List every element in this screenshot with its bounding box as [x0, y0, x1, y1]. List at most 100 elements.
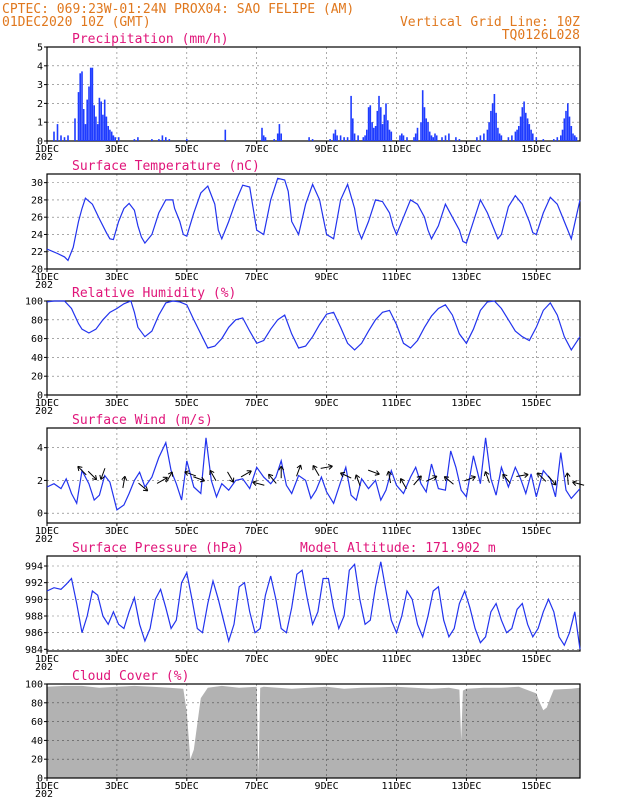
precip-bar	[572, 133, 574, 141]
cloud-xtick-cut: 202	[35, 789, 53, 800]
wind-arrow-head	[523, 472, 529, 478]
wind-arrow-head	[416, 475, 422, 481]
rh-xtick-label: 3DEC	[105, 398, 129, 409]
precip-bar	[526, 118, 529, 141]
precip-bar	[553, 139, 555, 141]
precip-bar	[448, 133, 450, 141]
precip-bar	[60, 135, 62, 141]
cloud-frame	[46, 683, 581, 779]
header-station: CPTEC: 069:23W-01:24N PROX04: SAO FELIPE…	[2, 2, 354, 17]
precip-title: Precipitation (mm/h)	[72, 32, 229, 47]
wind-arrow-shaft	[566, 473, 569, 485]
wind-xtick-label: 15DEC	[521, 526, 551, 537]
pres-title: Surface Pressure (hPa)	[72, 541, 244, 556]
precip-bar	[346, 137, 349, 141]
temp-xtick-label: 15DEC	[521, 272, 551, 283]
precip-bar	[98, 97, 101, 141]
precip-bar	[535, 137, 538, 141]
precip-bar	[151, 139, 153, 141]
wind-xtick-label: 11DEC	[381, 526, 411, 537]
wind-arrow-shaft	[547, 475, 556, 485]
precip-bar	[186, 139, 188, 141]
pres-xtick-label: 9DEC	[315, 654, 339, 665]
precip-bar	[334, 129, 337, 141]
cloud-cover-area	[47, 685, 580, 778]
rh-xtick-label: 1DEC	[35, 398, 59, 409]
precip-bar	[458, 139, 461, 141]
precip-bar	[350, 95, 352, 141]
header-gridline: Vertical Grid Line: 10Z	[400, 15, 580, 30]
rh-ytick-label: 60	[31, 334, 43, 345]
precip-bar	[507, 137, 510, 141]
cloud-xtick-label: 7DEC	[245, 781, 269, 792]
precip-bar	[380, 107, 382, 141]
temp-ytick-label: 20	[31, 265, 43, 276]
temp-xtick-label: 11DEC	[381, 272, 411, 283]
rh-xtick-label: 9DEC	[315, 398, 339, 409]
wind-arrow-head	[327, 464, 333, 470]
wind-arrow	[121, 475, 128, 489]
temp-ytick-label: 24	[31, 230, 43, 241]
precip-bar	[542, 139, 545, 141]
rh-series-line	[46, 300, 581, 352]
wind-arrow-shaft	[227, 471, 234, 482]
precip-ytick-label: 0	[37, 137, 43, 148]
precip-bar	[519, 116, 522, 141]
precip-bar	[493, 94, 496, 141]
wind-arrow-head	[339, 471, 346, 478]
precip-bar	[574, 135, 576, 141]
precip-ytick-label: 2	[37, 99, 43, 110]
temp-series-line	[46, 177, 581, 262]
precip-bar	[165, 137, 167, 141]
wind-arrow	[87, 470, 98, 481]
precip-bar	[107, 126, 109, 141]
rh-xtick-cut: 202	[35, 406, 53, 417]
precip-bar	[498, 133, 501, 141]
precip-bar	[521, 107, 524, 141]
pres-xtick-cut: 202	[35, 662, 53, 673]
precip-bar	[514, 131, 517, 141]
precip-xtick-label: 7DEC	[245, 144, 269, 155]
precip-bar	[74, 118, 76, 141]
wind-arrow-head	[312, 464, 318, 471]
precip-bar	[262, 135, 265, 141]
pres-altitude: Model Altitude: 171.902 m	[300, 541, 496, 556]
precip-bar	[444, 135, 447, 141]
precip-bar	[560, 135, 562, 141]
cloud-xtick-label: 15DEC	[521, 781, 551, 792]
temp-title: Surface Temperature (nC)	[72, 159, 260, 174]
precip-bar	[336, 135, 338, 141]
wind-arrow	[252, 480, 265, 486]
precip-bar	[575, 137, 578, 141]
precip-bar	[432, 137, 434, 141]
precip-bar	[369, 105, 372, 141]
wind-arrow	[386, 470, 392, 484]
precip-bar	[110, 131, 113, 141]
precip-bar	[112, 135, 115, 141]
wind-arrow-shaft	[400, 479, 407, 490]
precip-xtick-label: 1DEC	[35, 144, 59, 155]
precip-xtick-label: 13DEC	[451, 144, 481, 155]
precip-bar	[486, 129, 489, 141]
precip-bar	[511, 135, 513, 141]
precip-bar	[137, 137, 139, 141]
wind-arrow-shaft	[367, 469, 379, 475]
precip-bar	[367, 107, 370, 141]
cloud-ytick-label: 0	[37, 774, 43, 785]
rh-frame	[46, 300, 581, 396]
precip-bar	[374, 126, 377, 141]
wind-arrow-head	[91, 475, 98, 481]
precip-bar	[378, 95, 380, 141]
wind-ytick-label: 0	[37, 509, 43, 520]
precip-bar	[425, 118, 427, 141]
precip-bar	[376, 110, 379, 141]
wind-arrow-head	[184, 470, 190, 476]
wind-arrow	[184, 470, 197, 477]
precip-xtick-label: 9DEC	[315, 144, 339, 155]
wind-arrow-head	[536, 472, 543, 478]
precip-bar	[311, 139, 314, 141]
rh-ytick-label: 40	[31, 353, 43, 364]
precip-bar	[63, 137, 66, 141]
precip-bar	[278, 124, 281, 141]
precip-bar	[427, 122, 429, 141]
